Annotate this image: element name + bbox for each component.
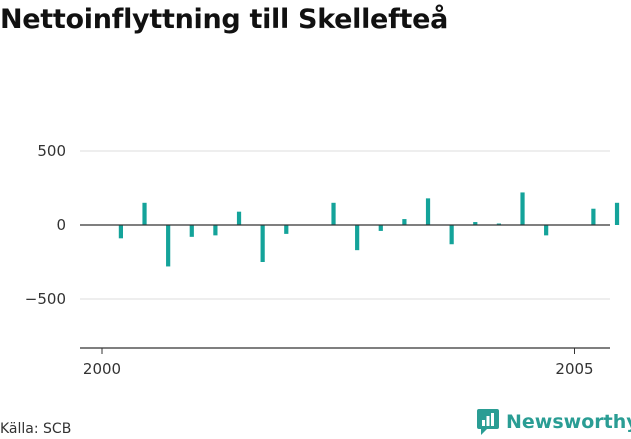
bar [425, 198, 431, 225]
bar [544, 225, 549, 236]
x-tick-label: 2005 [555, 360, 593, 378]
bar [213, 225, 218, 236]
bar [520, 192, 525, 225]
bar [473, 222, 478, 225]
y-axis-ticks: −500 0 500 [25, 142, 66, 308]
bar [355, 225, 360, 251]
bar [449, 225, 454, 245]
bar [142, 202, 147, 225]
newsworthy-logo-icon [477, 409, 499, 435]
bar [260, 225, 265, 262]
bar [284, 225, 289, 234]
bar [189, 225, 194, 237]
bar [402, 219, 407, 225]
bar [591, 208, 596, 225]
chart-title: Nettoinflyttning till Skellefteå [0, 4, 449, 35]
bar [236, 211, 242, 225]
bar [614, 202, 620, 225]
y-tick-label: 0 [56, 216, 66, 234]
brand-name: Newsworthy [506, 411, 631, 433]
axes [80, 224, 610, 349]
bar [118, 225, 123, 239]
bar [166, 225, 171, 267]
brand-logo: Newsworthy [476, 407, 631, 437]
gridlines [80, 150, 610, 300]
x-axis-ticks: 200020052010201520202025 [83, 348, 594, 378]
source-note: Källa: SCB [0, 421, 72, 437]
bar [378, 225, 383, 231]
bars [118, 192, 620, 267]
x-tick-label: 2000 [83, 360, 121, 378]
bar [496, 223, 501, 225]
bar [331, 202, 336, 225]
y-tick-label: −500 [25, 290, 66, 308]
y-tick-label: 500 [37, 142, 66, 160]
